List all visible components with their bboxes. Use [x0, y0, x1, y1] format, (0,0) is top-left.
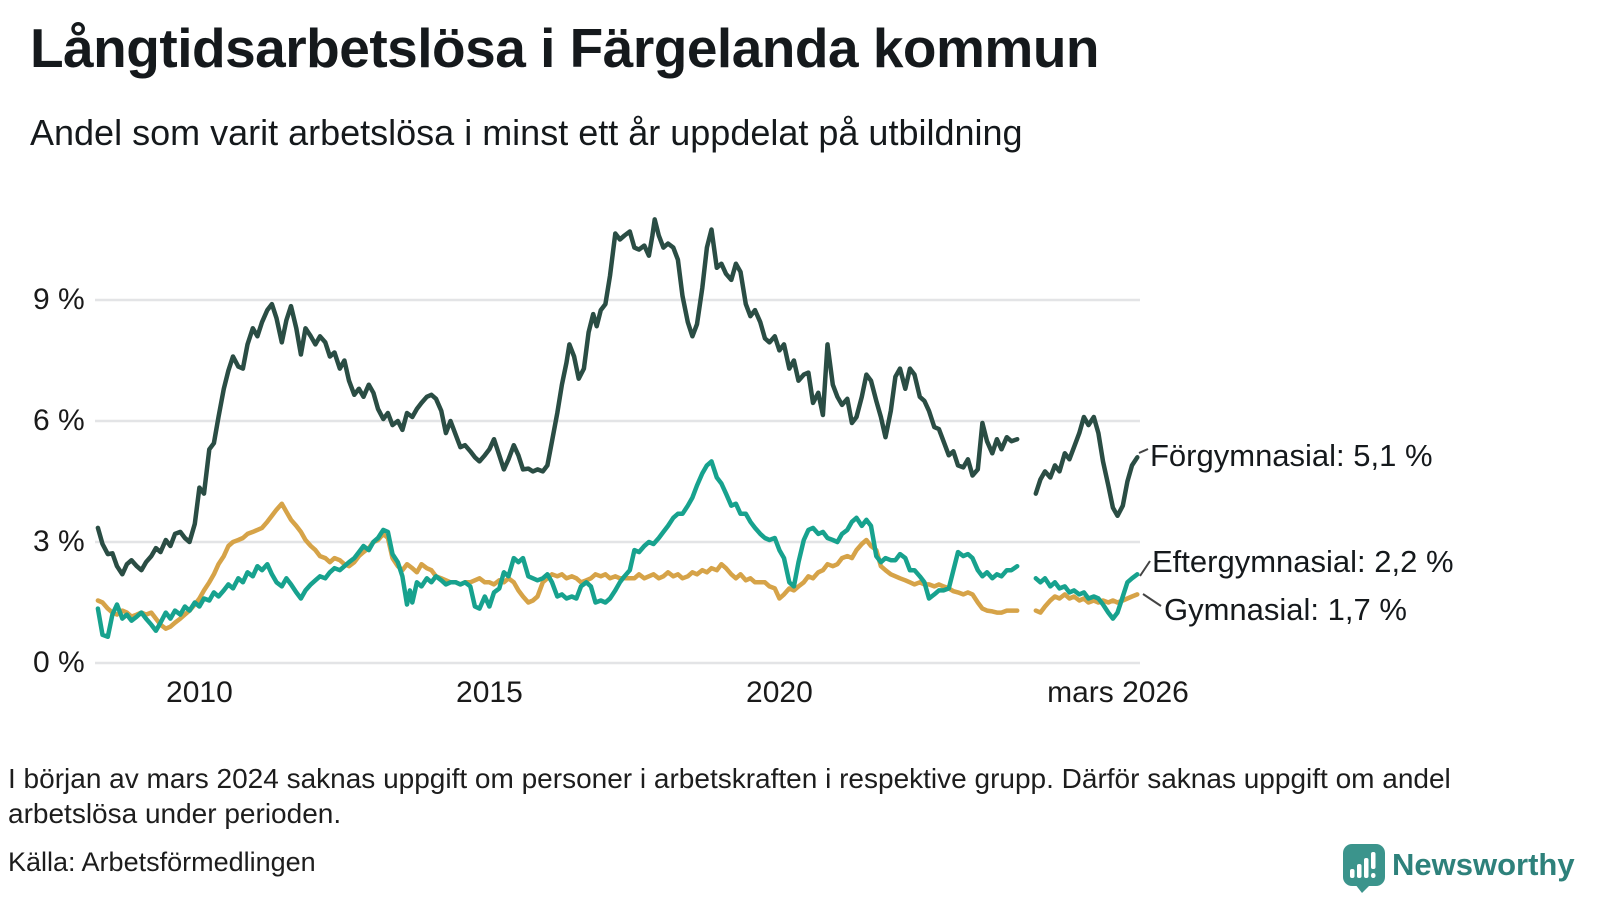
brand-name: Newsworthy	[1392, 847, 1575, 882]
y-tick-label-3: 3 %	[33, 525, 85, 558]
line-chart	[95, 217, 1162, 665]
series-line-gymnasial	[95, 501, 1020, 631]
series-line-eftergymnasial	[1033, 572, 1140, 621]
x-tick-label-mars-2026: mars 2026	[1047, 676, 1189, 709]
x-tick-label-2020: 2020	[746, 676, 813, 709]
series-end-label-eftergymnasial: Eftergymnasial: 2,2 %	[1152, 544, 1454, 579]
label-connector-eftergymnasial	[1139, 560, 1151, 577]
footnote: I början av mars 2024 saknas uppgift om …	[8, 763, 1451, 829]
newsworthy-chart-bubble-icon	[1343, 844, 1385, 893]
y-tick-label-9: 9 %	[33, 283, 85, 317]
newsworthy-logo: Newsworthy	[1342, 841, 1575, 893]
series-end-label-forgymnasial: Förgymnasial: 5,1 %	[1150, 438, 1433, 473]
page-title: Långtidsarbetslösa i Färgelanda kommun	[30, 17, 1100, 79]
x-tick-label-2010: 2010	[166, 676, 233, 709]
label-connector-gymnasial	[1142, 593, 1162, 607]
source-attribution: Källa: Arbetsförmedlingen	[8, 847, 316, 877]
series-end-label-gymnasial: Gymnasial: 1,7 %	[1164, 592, 1407, 627]
series-line-eftergymnasial	[95, 459, 1020, 640]
series-line-förgymnasial	[95, 217, 1020, 577]
y-tick-label-6: 6 %	[33, 404, 85, 438]
page-subtitle: Andel som varit arbetslösa i minst ett å…	[30, 112, 1023, 153]
x-tick-label-2015: 2015	[456, 676, 523, 709]
label-connector-förgymnasial	[1138, 448, 1149, 454]
series-line-förgymnasial	[1033, 414, 1140, 519]
y-tick-label-0: 0 %	[33, 646, 85, 679]
